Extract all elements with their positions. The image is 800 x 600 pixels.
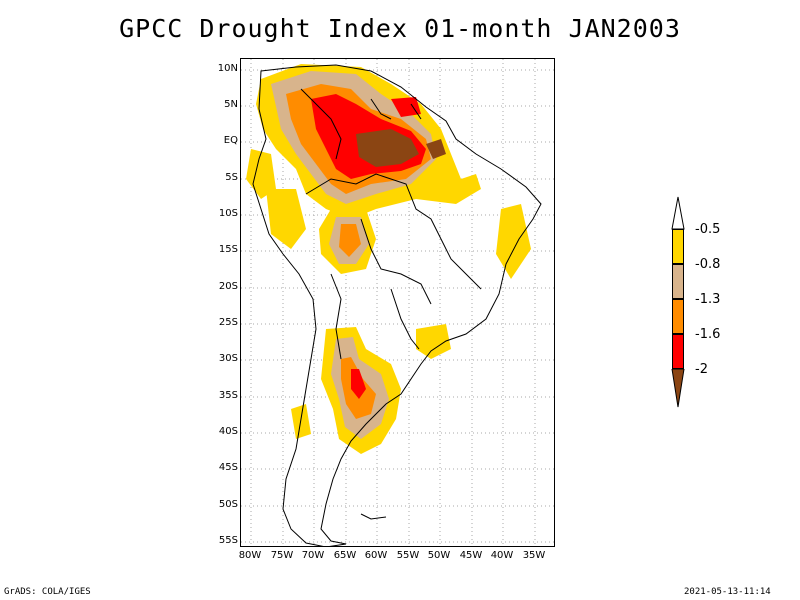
lat-label: 10N (217, 63, 238, 74)
lon-label: 50W (427, 550, 451, 561)
lat-label: 25S (218, 317, 238, 328)
lon-label: 55W (396, 550, 420, 561)
legend-swatch (672, 229, 684, 264)
map-title: GPCC Drought Index 01-month JAN2003 (119, 14, 681, 43)
footer-credit: GrADS: COLA/IGES (4, 587, 91, 597)
map-frame (240, 58, 555, 547)
lon-label: 80W (238, 550, 262, 561)
lon-label: 70W (301, 550, 325, 561)
legend-label: -1.6 (695, 327, 721, 342)
lat-label: 20S (218, 281, 238, 292)
lon-label: 35W (522, 550, 546, 561)
legend-label: -2 (695, 362, 708, 377)
lon-label: 75W (270, 550, 294, 561)
legend-swatch (672, 299, 684, 334)
drought-level-brown (356, 129, 446, 167)
lat-label: 40S (218, 426, 238, 437)
legend-label: -0.5 (695, 222, 721, 237)
lat-label: 55S (218, 535, 238, 546)
lat-label: 5S (225, 172, 238, 183)
lat-label: 45S (218, 462, 238, 473)
lat-label: EQ (223, 135, 238, 146)
grid-lines (241, 59, 554, 546)
lat-label: 5N (224, 99, 238, 110)
legend-label: -0.8 (695, 257, 721, 272)
footer-timestamp: 2021-05-13-11:14 (684, 587, 771, 597)
legend-swatch (672, 334, 684, 369)
map-canvas (241, 59, 554, 546)
lat-label: 10S (218, 208, 238, 219)
lat-label: 30S (218, 353, 238, 364)
legend-swatch (672, 264, 684, 299)
lat-label: 15S (218, 244, 238, 255)
legend-label: -1.3 (695, 292, 721, 307)
lon-label: 40W (490, 550, 514, 561)
legend-bottom-triangle (671, 369, 685, 408)
legend-top-triangle (671, 196, 685, 230)
lat-label: 50S (218, 499, 238, 510)
lon-label: 65W (333, 550, 357, 561)
lat-label: 35S (218, 390, 238, 401)
coastlines-and-borders (252, 64, 542, 546)
lon-label: 60W (364, 550, 388, 561)
lon-label: 45W (459, 550, 483, 561)
